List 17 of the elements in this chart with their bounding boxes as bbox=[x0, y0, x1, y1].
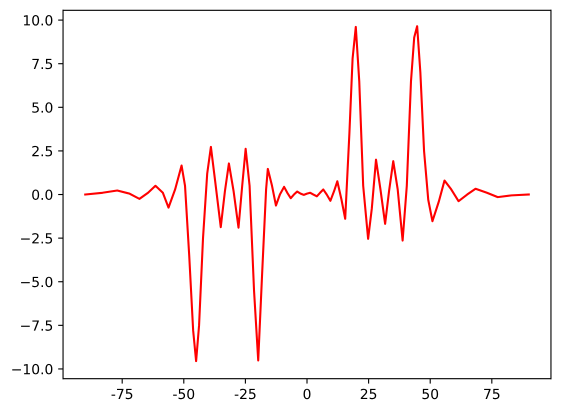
x-tick-label: 75 bbox=[484, 388, 500, 400]
line-series bbox=[84, 25, 530, 362]
x-tick-label: 50 bbox=[422, 388, 438, 400]
x-tick-label: -25 bbox=[234, 388, 256, 400]
x-tick-label: -75 bbox=[112, 388, 132, 400]
x-tick-label: 25 bbox=[360, 388, 376, 400]
y-tick-label: −7.5 bbox=[21, 320, 52, 331]
x-tick-label: -50 bbox=[173, 388, 194, 400]
y-tick-label: −5.0 bbox=[21, 276, 52, 288]
y-tick-label: 2.5 bbox=[32, 146, 52, 156]
y-tick-label: 0.0 bbox=[32, 189, 52, 200]
x-tick-label: 0 bbox=[304, 388, 310, 400]
y-tick-label: −10.0 bbox=[12, 364, 52, 374]
y-tick-label: −2.5 bbox=[21, 233, 52, 244]
y-tick-label: 5.0 bbox=[32, 102, 52, 113]
y-tick-label: 7.5 bbox=[32, 58, 52, 70]
y-tick-label: 10.0 bbox=[24, 15, 52, 26]
